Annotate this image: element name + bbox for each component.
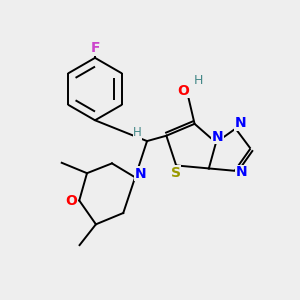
Text: O: O xyxy=(178,84,190,98)
Text: N: N xyxy=(212,130,223,144)
Text: S: S xyxy=(171,166,181,180)
Text: N: N xyxy=(235,116,247,130)
Text: O: O xyxy=(65,194,77,208)
Text: H: H xyxy=(194,74,203,87)
Text: N: N xyxy=(135,167,146,181)
Text: H: H xyxy=(133,126,142,139)
Text: F: F xyxy=(90,41,100,56)
Text: N: N xyxy=(236,165,247,179)
